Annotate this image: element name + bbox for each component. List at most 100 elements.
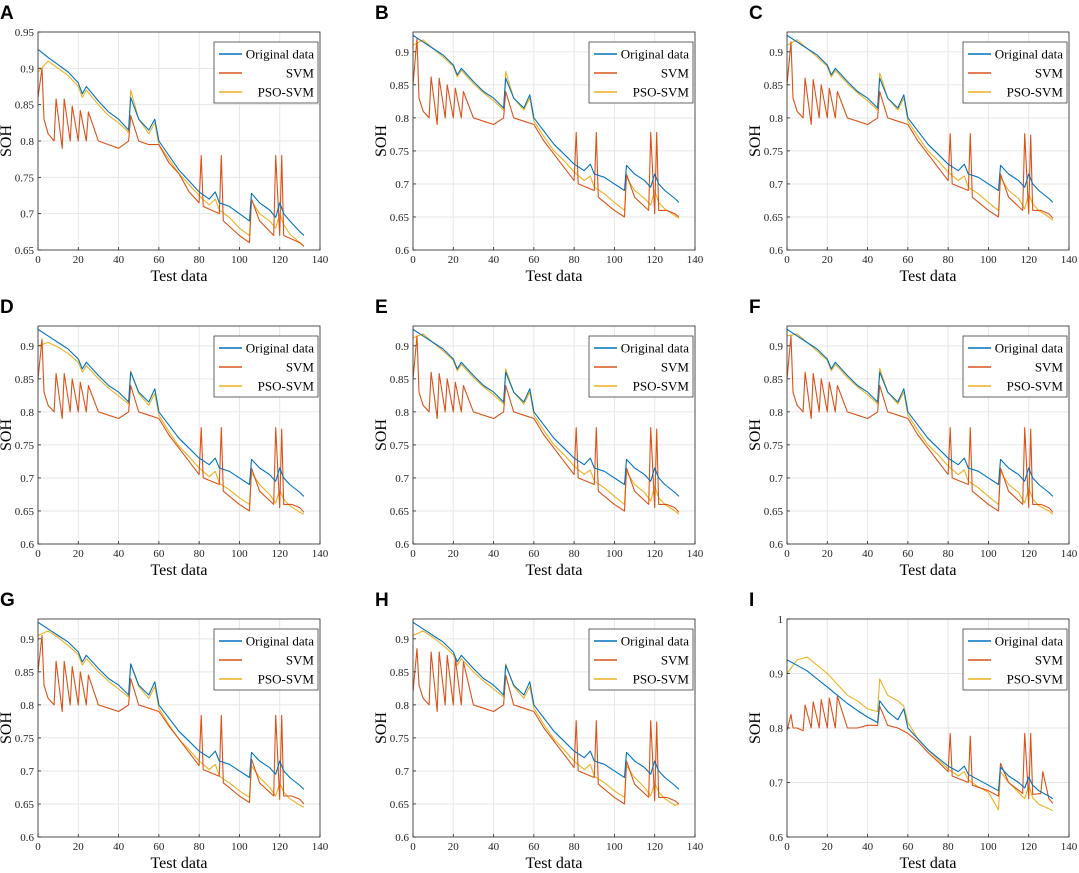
series-line-original-data: [787, 328, 1054, 497]
x-tick-label: 120: [271, 548, 288, 560]
y-tick-label: 0.75: [15, 172, 35, 184]
y-tick-label: 0.65: [764, 506, 784, 518]
legend: Original data SVM PSO-SVM: [962, 41, 1068, 104]
legend-label: SVM: [1035, 653, 1064, 668]
legend-label: SVM: [286, 653, 315, 668]
y-tick-label: 0.8: [395, 113, 409, 125]
x-tick-label: 40: [862, 841, 874, 853]
x-tick-label: 120: [1020, 254, 1037, 266]
x-tick-label: 140: [312, 841, 329, 853]
y-tick-label: 0.9: [20, 341, 34, 353]
x-tick-label: 140: [312, 548, 329, 560]
panel-B: B 0 20 40 60 80 100 120 140 0.6 0.65 0.7 0.75 0.8 0.85…: [373, 3, 704, 285]
y-tick-label: 0.75: [390, 733, 410, 745]
x-tick-label: 20: [448, 841, 460, 853]
panel-G: G 0 20 40 60 80 100 120 140 0.6 0.65 0.7 0.75 0.8 0.85…: [0, 590, 329, 872]
y-tick-label: 0.9: [395, 634, 409, 646]
y-tick-label: 0.75: [390, 440, 410, 452]
panel-letter: A: [0, 3, 14, 24]
legend-label: Original data: [621, 634, 689, 649]
series-line-original-data: [38, 621, 305, 790]
axes-frame: [37, 325, 321, 545]
y-tick-label: 0.9: [395, 341, 409, 353]
x-tick-label: 140: [1061, 841, 1078, 853]
x-tick-label: 120: [1020, 841, 1037, 853]
y-tick-label: 0.9: [769, 341, 783, 353]
y-tick-label: 0.6: [395, 832, 409, 844]
panel-letter: F: [749, 297, 761, 318]
y-axis-label: SOH: [373, 419, 390, 451]
legend-label: SVM: [286, 66, 315, 81]
y-tick-label: 0.85: [15, 374, 35, 386]
axes-frame: [412, 325, 696, 545]
axes-frame: [37, 618, 321, 838]
series-line-svm: [413, 335, 680, 513]
legend-label: PSO-SVM: [633, 379, 690, 394]
legend-label: Original data: [995, 341, 1063, 356]
legend: Original data SVM PSO-SVM: [962, 628, 1068, 691]
series-line-svm: [787, 335, 1054, 513]
y-tick-label: 0.7: [395, 473, 409, 485]
y-tick-label: 0.6: [395, 539, 409, 551]
y-tick-label: 0.65: [390, 506, 410, 518]
x-tick-label: 80: [194, 841, 206, 853]
y-tick-label: 0.7: [769, 179, 783, 191]
y-tick-label: 0.7: [20, 209, 34, 221]
y-axis-label: SOH: [373, 125, 390, 157]
x-tick-label: 20: [448, 254, 460, 266]
x-tick-label: 120: [1020, 548, 1037, 560]
y-axis-label: SOH: [0, 419, 15, 451]
series-line-svm: [413, 648, 680, 805]
legend-box: [213, 335, 319, 398]
y-tick-label: 0.65: [390, 212, 410, 224]
x-tick-label: 60: [528, 841, 540, 853]
x-tick-label: 100: [606, 254, 623, 266]
y-tick-label: 0.9: [20, 63, 34, 75]
legend-label: PSO-SVM: [1007, 672, 1064, 687]
x-tick-label: 60: [528, 254, 540, 266]
x-tick-label: 40: [862, 254, 874, 266]
series-line-svm: [38, 338, 305, 513]
x-tick-label: 120: [646, 548, 663, 560]
x-tick-label: 20: [73, 841, 85, 853]
legend-label: PSO-SVM: [1007, 85, 1064, 100]
y-tick-label: 0.6: [769, 539, 783, 551]
x-axis-label: Test data: [899, 562, 956, 579]
x-axis-label: Test data: [899, 268, 956, 285]
y-tick-label: 0.8: [395, 700, 409, 712]
y-tick-label: 0.9: [769, 47, 783, 59]
y-tick-label: 0.85: [15, 667, 35, 679]
y-tick-label: 0.65: [764, 212, 784, 224]
x-tick-label: 20: [73, 254, 85, 266]
y-axis-label: SOH: [0, 712, 15, 744]
x-tick-label: 100: [231, 548, 248, 560]
x-tick-label: 0: [410, 254, 416, 266]
x-tick-label: 20: [822, 548, 834, 560]
legend: Original data SVM PSO-SVM: [588, 628, 694, 691]
x-tick-label: 120: [271, 254, 288, 266]
y-tick-label: 0.6: [395, 245, 409, 257]
y-tick-label: 0.8: [20, 407, 34, 419]
legend-label: Original data: [246, 341, 314, 356]
y-tick-label: 0.7: [395, 766, 409, 778]
y-axis-label: SOH: [747, 712, 764, 744]
x-tick-label: 80: [569, 841, 581, 853]
legend-label: PSO-SVM: [258, 379, 315, 394]
x-tick-label: 0: [35, 254, 41, 266]
y-tick-label: 0.8: [769, 113, 783, 125]
panel-I: I 0 20 40 60 80 100 120 140 0.6 0.7 0.8 0.9 1 Test dat…: [747, 590, 1078, 872]
x-tick-label: 40: [488, 548, 500, 560]
y-axis-label: SOH: [747, 125, 764, 157]
series-line-pso-svm: [413, 39, 680, 219]
x-axis-label: Test data: [525, 855, 582, 872]
series-line-original-data: [38, 48, 305, 236]
y-tick-label: 0.65: [390, 799, 410, 811]
legend-label: Original data: [995, 634, 1063, 649]
legend-label: Original data: [995, 47, 1063, 62]
legend-label: SVM: [1035, 360, 1064, 375]
x-tick-label: 0: [784, 841, 790, 853]
x-tick-label: 140: [1061, 254, 1078, 266]
panel-letter: B: [375, 3, 389, 24]
y-tick-label: 0.75: [764, 440, 784, 452]
series-line-original-data: [787, 659, 1054, 800]
